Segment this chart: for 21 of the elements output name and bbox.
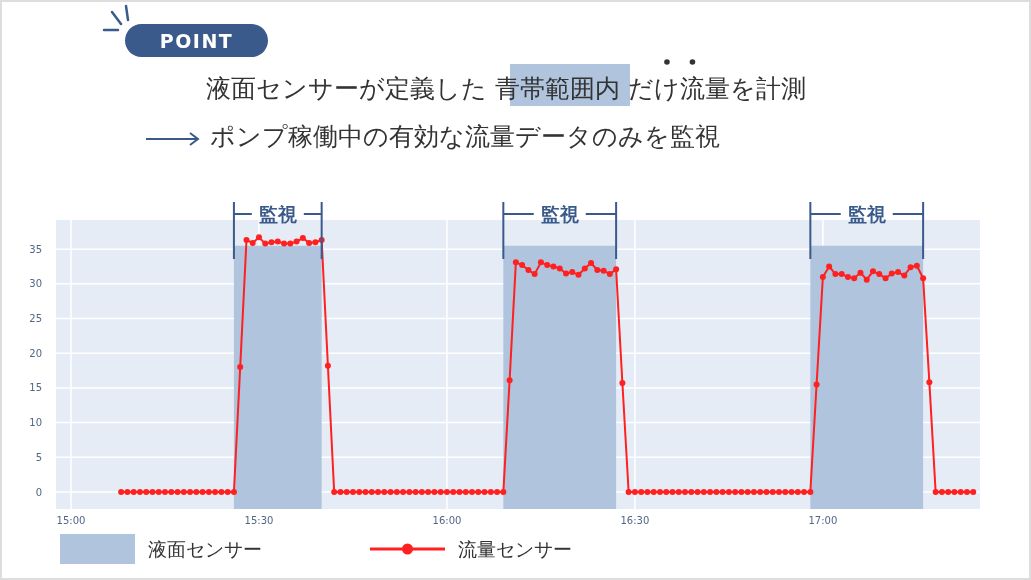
x-tick-label: 16:30	[620, 515, 650, 526]
annotation: 監視	[258, 203, 297, 225]
y-tick-label: 25	[29, 313, 42, 325]
x-tick-label: 15:30	[244, 515, 274, 526]
x-tick-label: 16:00	[432, 515, 462, 526]
y-tick-label: 30	[29, 278, 42, 290]
y-tick-label: 10	[29, 417, 42, 429]
annotation: 監視	[847, 203, 886, 225]
y-tick-label: 20	[29, 347, 42, 359]
text: POINT	[159, 30, 234, 52]
x-tick-label: 17:00	[808, 515, 838, 526]
y-tick-label: 5	[35, 451, 42, 463]
legend-label: 液面センサー	[148, 538, 262, 560]
legend-label: 流量センサー	[458, 538, 572, 560]
y-tick-label: 15	[29, 382, 42, 394]
chart-title: 液面センサーが定義した 青帯範囲内 だけ流量を計測	[206, 74, 806, 103]
y-tick-label: 35	[29, 243, 42, 255]
annotation: 監視	[540, 203, 579, 225]
y-tick-label: 0	[35, 486, 42, 498]
chart-subtitle: ポンプ稼働中の有効な流量データのみを監視	[210, 122, 720, 151]
x-tick-label: 15:00	[56, 515, 86, 526]
